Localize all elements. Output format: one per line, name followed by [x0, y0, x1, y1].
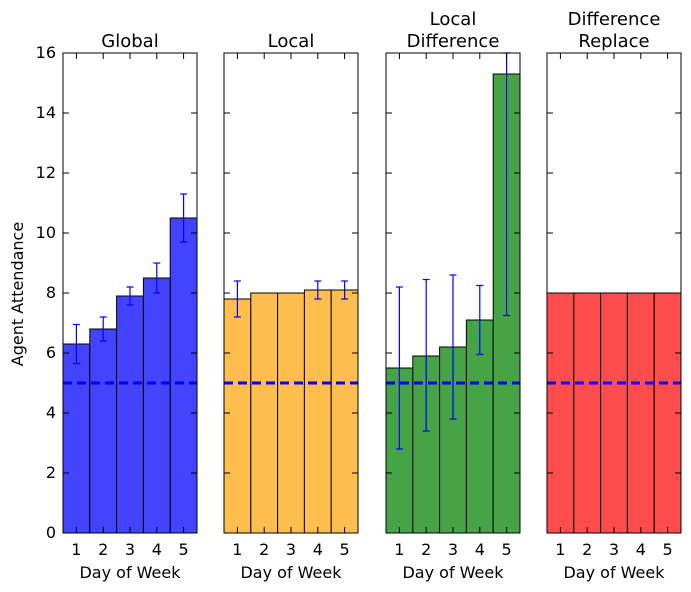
y-tick-label: 4 [46, 403, 56, 422]
x-tick-label: 4 [636, 540, 646, 559]
bar [626, 292, 655, 534]
x-tick-label: 2 [582, 540, 592, 559]
bar [89, 328, 118, 534]
panel-title: Difference [407, 31, 500, 52]
x-tick-label: 2 [98, 540, 108, 559]
x-tick-label: 3 [286, 540, 296, 559]
x-tick-label: 3 [448, 540, 458, 559]
y-tick-label: 0 [46, 523, 56, 542]
bar [303, 289, 332, 534]
bar [277, 292, 305, 534]
x-tick-label: 1 [71, 540, 81, 559]
x-tick-label: 4 [475, 540, 485, 559]
x-tick-label: 1 [232, 540, 242, 559]
x-axis-label: Day of Week [563, 563, 665, 582]
panel-title: Local [268, 31, 315, 52]
x-tick-label: 5 [663, 540, 673, 559]
panel-2: 1 2 3 4 5 Local Day of Week [223, 31, 359, 582]
y-tick-label: 2 [46, 463, 56, 482]
x-tick-label: 5 [340, 540, 350, 559]
x-tick-label: 4 [313, 540, 323, 559]
y-axis-label: Agent Attendance [8, 222, 27, 366]
x-tick-label: 2 [421, 540, 431, 559]
x-tick-label: 1 [555, 540, 565, 559]
x-axis-label: Day of Week [79, 563, 181, 582]
y-tick-label: 8 [46, 283, 56, 302]
x-tick-label: 3 [125, 540, 135, 559]
x-tick-label: 3 [609, 540, 619, 559]
x-tick-label: 2 [259, 540, 269, 559]
bar [116, 295, 144, 534]
x-axis-label: Day of Week [402, 563, 504, 582]
y-tick-label: 12 [36, 163, 56, 182]
y-tick-label: 14 [36, 103, 56, 122]
y-tick-label: 16 [36, 43, 56, 62]
bar [573, 292, 602, 534]
x-tick-label: 1 [394, 540, 404, 559]
bar [330, 289, 359, 534]
bar [62, 343, 91, 534]
panel-title: Replace [578, 31, 649, 52]
x-tick-label: 5 [179, 540, 189, 559]
x-tick-label: 5 [502, 540, 512, 559]
y-tick-label: 6 [46, 343, 56, 362]
panel-title: Difference [568, 9, 661, 30]
y-tick-label: 10 [36, 223, 56, 242]
bar [223, 298, 252, 534]
x-tick-label: 4 [152, 540, 162, 559]
bar [600, 292, 628, 534]
panel-title: Local [430, 9, 477, 30]
panel-title: Global [101, 31, 158, 52]
bar [169, 217, 198, 534]
bar [250, 292, 279, 534]
x-axis-label: Day of Week [240, 563, 342, 582]
bar [142, 277, 171, 534]
